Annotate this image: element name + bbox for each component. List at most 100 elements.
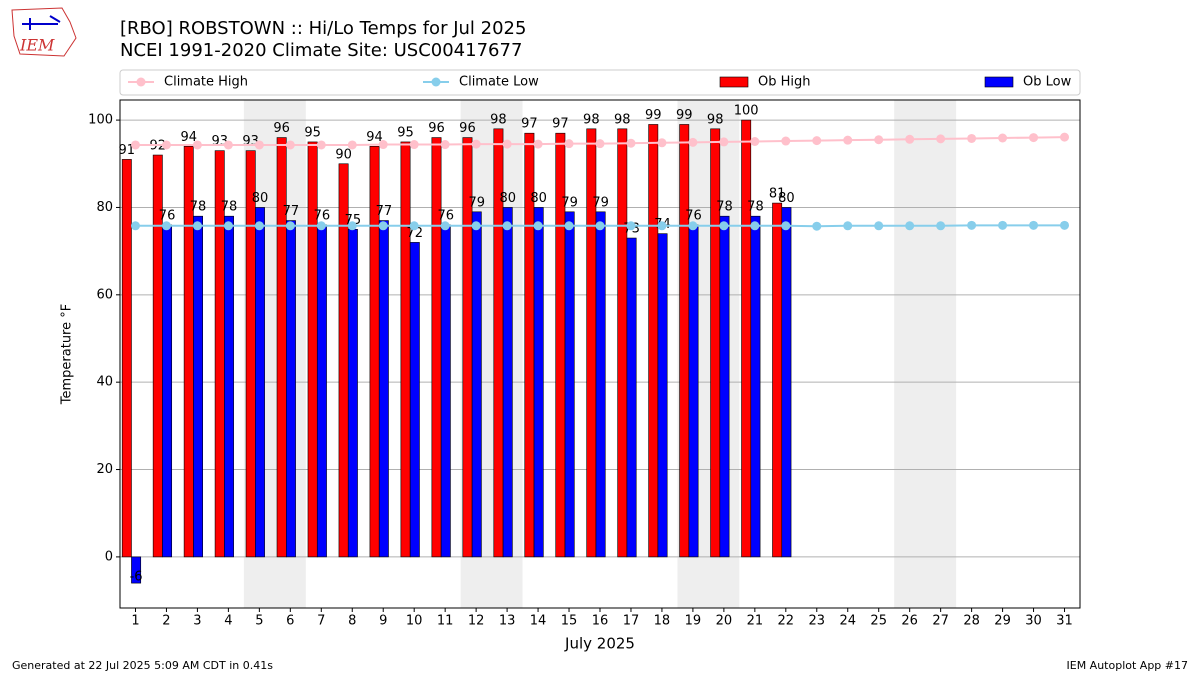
bar xyxy=(224,215,234,558)
data-label: 98 xyxy=(583,112,600,127)
data-label: 79 xyxy=(468,195,485,210)
bar xyxy=(679,124,690,558)
legend-label: Climate Low xyxy=(459,75,539,90)
data-label: 98 xyxy=(490,112,507,127)
bar xyxy=(378,220,389,558)
x-tick-label: 11 xyxy=(437,614,454,629)
x-tick-label: 12 xyxy=(468,614,485,629)
bar xyxy=(400,141,411,558)
data-label: 76 xyxy=(314,208,331,223)
point xyxy=(905,134,915,144)
bar xyxy=(648,124,659,558)
footer-left: Generated at 22 Jul 2025 5:09 AM CDT in … xyxy=(12,659,273,672)
point xyxy=(998,133,1008,143)
x-tick-label: 1 xyxy=(131,614,139,629)
bar xyxy=(626,237,637,558)
bar xyxy=(431,137,442,558)
point xyxy=(130,221,140,231)
point xyxy=(843,221,853,231)
point xyxy=(781,136,791,146)
legend-label: Ob High xyxy=(758,75,811,90)
x-tick-label: 10 xyxy=(406,614,423,629)
point xyxy=(533,221,543,231)
point xyxy=(409,221,419,231)
x-tick-label: 5 xyxy=(255,614,263,629)
point xyxy=(254,140,264,150)
data-label: 76 xyxy=(685,208,702,223)
point xyxy=(905,221,915,231)
x-tick-label: 14 xyxy=(530,614,547,629)
x-tick-label: 3 xyxy=(193,614,201,629)
bar xyxy=(409,242,420,558)
data-label: -6 xyxy=(130,570,143,585)
point xyxy=(347,221,357,231)
bar xyxy=(595,211,606,558)
x-tick-label: 4 xyxy=(224,614,232,629)
point xyxy=(998,220,1008,230)
data-label: 91 xyxy=(119,143,136,158)
weekend-shade xyxy=(894,100,957,608)
x-axis-label: July 2025 xyxy=(564,635,635,653)
point xyxy=(719,137,729,147)
point xyxy=(688,221,698,231)
point xyxy=(502,221,512,231)
data-label: 80 xyxy=(252,191,269,206)
bar xyxy=(307,141,318,558)
footer-right: IEM Autoplot App #17 xyxy=(1067,659,1189,672)
bar xyxy=(121,159,132,558)
bar xyxy=(347,228,358,558)
x-tick-label: 30 xyxy=(1025,614,1042,629)
point xyxy=(967,133,977,143)
point xyxy=(874,221,884,231)
legend-label: Ob Low xyxy=(1023,75,1072,90)
y-tick-label: 80 xyxy=(96,200,113,215)
x-tick-label: 28 xyxy=(963,614,980,629)
bar xyxy=(193,215,203,558)
point xyxy=(471,139,481,149)
x-tick-label: 2 xyxy=(162,614,170,629)
legend-label: Climate High xyxy=(164,75,248,90)
bar xyxy=(502,207,513,558)
x-tick-label: 21 xyxy=(747,614,764,629)
point xyxy=(533,139,543,149)
data-label: 79 xyxy=(561,195,578,210)
bar xyxy=(255,207,265,558)
point xyxy=(967,220,977,230)
data-label: 92 xyxy=(150,139,167,154)
bar xyxy=(131,556,142,584)
data-label: 77 xyxy=(376,204,393,219)
data-label: 97 xyxy=(552,117,569,132)
point xyxy=(316,140,326,150)
bar xyxy=(276,137,287,558)
bar xyxy=(533,207,544,558)
bar xyxy=(245,150,256,558)
data-label: 78 xyxy=(190,200,207,215)
point xyxy=(688,137,698,147)
x-tick-label: 31 xyxy=(1056,614,1073,629)
point xyxy=(1029,133,1039,143)
x-tick-label: 20 xyxy=(716,614,733,629)
legend-box xyxy=(119,69,1081,96)
y-tick-label: 0 xyxy=(105,549,113,564)
data-label: 79 xyxy=(592,195,609,210)
logo-icon xyxy=(22,15,61,30)
legend-swatch xyxy=(984,76,1014,88)
data-label: 98 xyxy=(707,112,724,127)
bar xyxy=(781,207,792,558)
point xyxy=(1060,220,1070,230)
x-tick-label: 6 xyxy=(286,614,294,629)
point xyxy=(378,140,388,150)
y-axis-label: Temperature °F xyxy=(60,304,75,405)
point xyxy=(874,135,884,145)
x-tick-label: 25 xyxy=(870,614,887,629)
data-label: 78 xyxy=(221,200,238,215)
bar xyxy=(316,224,327,558)
data-label: 98 xyxy=(614,112,631,127)
data-label: 99 xyxy=(645,108,662,123)
point xyxy=(502,139,512,149)
data-label: 80 xyxy=(530,191,547,206)
data-label: 90 xyxy=(335,147,352,162)
point xyxy=(223,140,233,150)
